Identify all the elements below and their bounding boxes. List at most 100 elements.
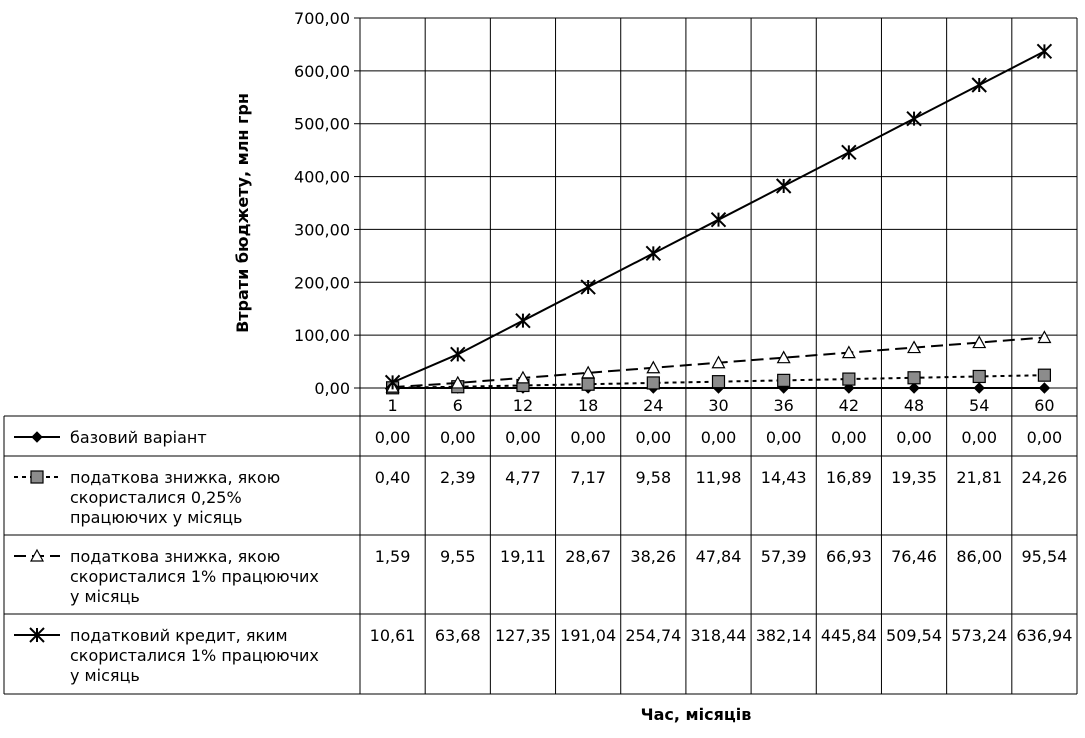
- y-tick-label: 600,00: [294, 62, 350, 81]
- data-label: 19,35: [891, 468, 937, 487]
- marker-triangle: [841, 345, 856, 359]
- data-label: 127,35: [495, 626, 551, 645]
- y-axis-title: Втрати бюджету, млн грн: [233, 93, 252, 333]
- x-tick-label: 54: [969, 396, 989, 415]
- data-label: 4,77: [505, 468, 541, 487]
- marker-star: [710, 211, 727, 228]
- x-tick-label: 60: [1034, 396, 1054, 415]
- x-tick-label: 42: [839, 396, 859, 415]
- y-tick-label: 0,00: [314, 379, 350, 398]
- legend-label-line: податкова знижка, якою: [70, 468, 280, 487]
- marker-star: [645, 245, 662, 262]
- marker-star: [384, 374, 401, 391]
- marker-triangle: [972, 335, 987, 349]
- data-label: 382,14: [756, 626, 812, 645]
- series-3: [384, 43, 1053, 391]
- data-label: 9,55: [440, 547, 476, 566]
- data-label: 24,26: [1022, 468, 1068, 487]
- data-label: 11,98: [696, 468, 742, 487]
- marker-square: [842, 372, 856, 386]
- marker-star: [906, 110, 922, 127]
- legend-label-line: податковий кредит, яким: [70, 626, 288, 645]
- marker-diamond: [31, 431, 43, 443]
- marker-triangle: [29, 548, 45, 562]
- marker-diamond: [908, 382, 920, 394]
- marker-star: [841, 144, 857, 161]
- marker-square: [907, 371, 921, 385]
- marker-square: [30, 470, 44, 484]
- x-tick-label: 1: [387, 396, 397, 415]
- data-label: 14,43: [761, 468, 807, 487]
- data-label: 0,00: [961, 428, 997, 447]
- data-label: 10,61: [370, 626, 416, 645]
- table-row: податкова знижка, якою скористалися 1% пр…: [14, 547, 1067, 606]
- legend-label-line: базовий варіант: [70, 428, 207, 447]
- data-label: 9,58: [636, 468, 672, 487]
- series-layer: [384, 43, 1053, 395]
- data-label: 86,00: [956, 547, 1002, 566]
- data-label: 509,54: [886, 626, 942, 645]
- marker-star: [580, 279, 596, 295]
- data-label: 573,24: [951, 626, 1007, 645]
- data-label: 0,00: [1027, 428, 1063, 447]
- marker-triangle: [581, 365, 596, 379]
- data-label: 0,40: [375, 468, 411, 487]
- marker-star: [29, 627, 45, 643]
- y-tick-label: 100,00: [294, 326, 350, 345]
- legend-label: податкова знижка, якою скористалися 0,25%…: [70, 468, 280, 527]
- marker-star: [1036, 43, 1053, 60]
- legend-label-line: працюючих у місяць: [70, 508, 242, 527]
- legend-label-line: податкова знижка, якою: [70, 547, 280, 566]
- x-tick-label: 48: [904, 396, 924, 415]
- data-label: 63,68: [435, 626, 481, 645]
- x-axis-title: Час, місяців: [641, 705, 752, 724]
- x-tick-label: 30: [708, 396, 728, 415]
- table-row: базовий варіант 0,00 0,00 0,00 0,00 0,00 0,00 0…: [14, 428, 1062, 447]
- marker-star: [450, 346, 466, 363]
- marker-triangle: [450, 375, 465, 389]
- data-label: 19,11: [500, 547, 546, 566]
- marker-triangle: [711, 355, 726, 369]
- table-row: податковий кредит, яким скористалися 1% п…: [14, 626, 1072, 685]
- data-label: 254,74: [625, 626, 681, 645]
- marker-square: [581, 377, 595, 391]
- marker-triangle: [907, 340, 922, 354]
- y-tick-label: 300,00: [294, 220, 350, 239]
- data-label: 0,00: [701, 428, 737, 447]
- data-label: 7,17: [570, 468, 606, 487]
- x-tick-label: 24: [643, 396, 663, 415]
- data-label: 0,00: [896, 428, 932, 447]
- y-tick-labels: 0,00 100,00 200,00 300,00 400,00 500,00 600,00…: [294, 9, 350, 398]
- data-label: 636,94: [1016, 626, 1072, 645]
- legend-label-line: у місяць: [70, 587, 140, 606]
- marker-diamond: [973, 382, 985, 394]
- data-label: 66,93: [826, 547, 872, 566]
- data-label: 47,84: [696, 547, 742, 566]
- legend-label: базовий варіант: [70, 428, 207, 447]
- data-label: 2,39: [440, 468, 476, 487]
- data-label: 95,54: [1022, 547, 1068, 566]
- table-row: податкова знижка, якою скористалися 0,25%…: [14, 468, 1067, 527]
- data-label: 0,00: [375, 428, 411, 447]
- marker-square: [1037, 368, 1052, 382]
- data-label: 0,00: [505, 428, 541, 447]
- x-tick-label: 12: [513, 396, 533, 415]
- data-label: 0,00: [636, 428, 672, 447]
- data-label: 0,00: [570, 428, 606, 447]
- y-tick-label: 400,00: [294, 168, 350, 187]
- legend-label-line: скористалися 1% працюючих: [70, 646, 319, 665]
- y-tick-label: 200,00: [294, 273, 350, 292]
- marker-triangle: [646, 360, 661, 374]
- marker-square: [711, 375, 726, 389]
- data-label: 191,04: [560, 626, 616, 645]
- legend-label-line: скористалися 0,25%: [70, 488, 242, 507]
- data-label: 445,84: [821, 626, 877, 645]
- data-label: 318,44: [691, 626, 747, 645]
- y-tick-label: 500,00: [294, 115, 350, 134]
- marker-square: [972, 369, 986, 384]
- marker-star: [515, 312, 531, 329]
- data-label: 0,00: [440, 428, 476, 447]
- legend-label-line: у місяць: [70, 666, 140, 685]
- marker-star: [775, 178, 792, 194]
